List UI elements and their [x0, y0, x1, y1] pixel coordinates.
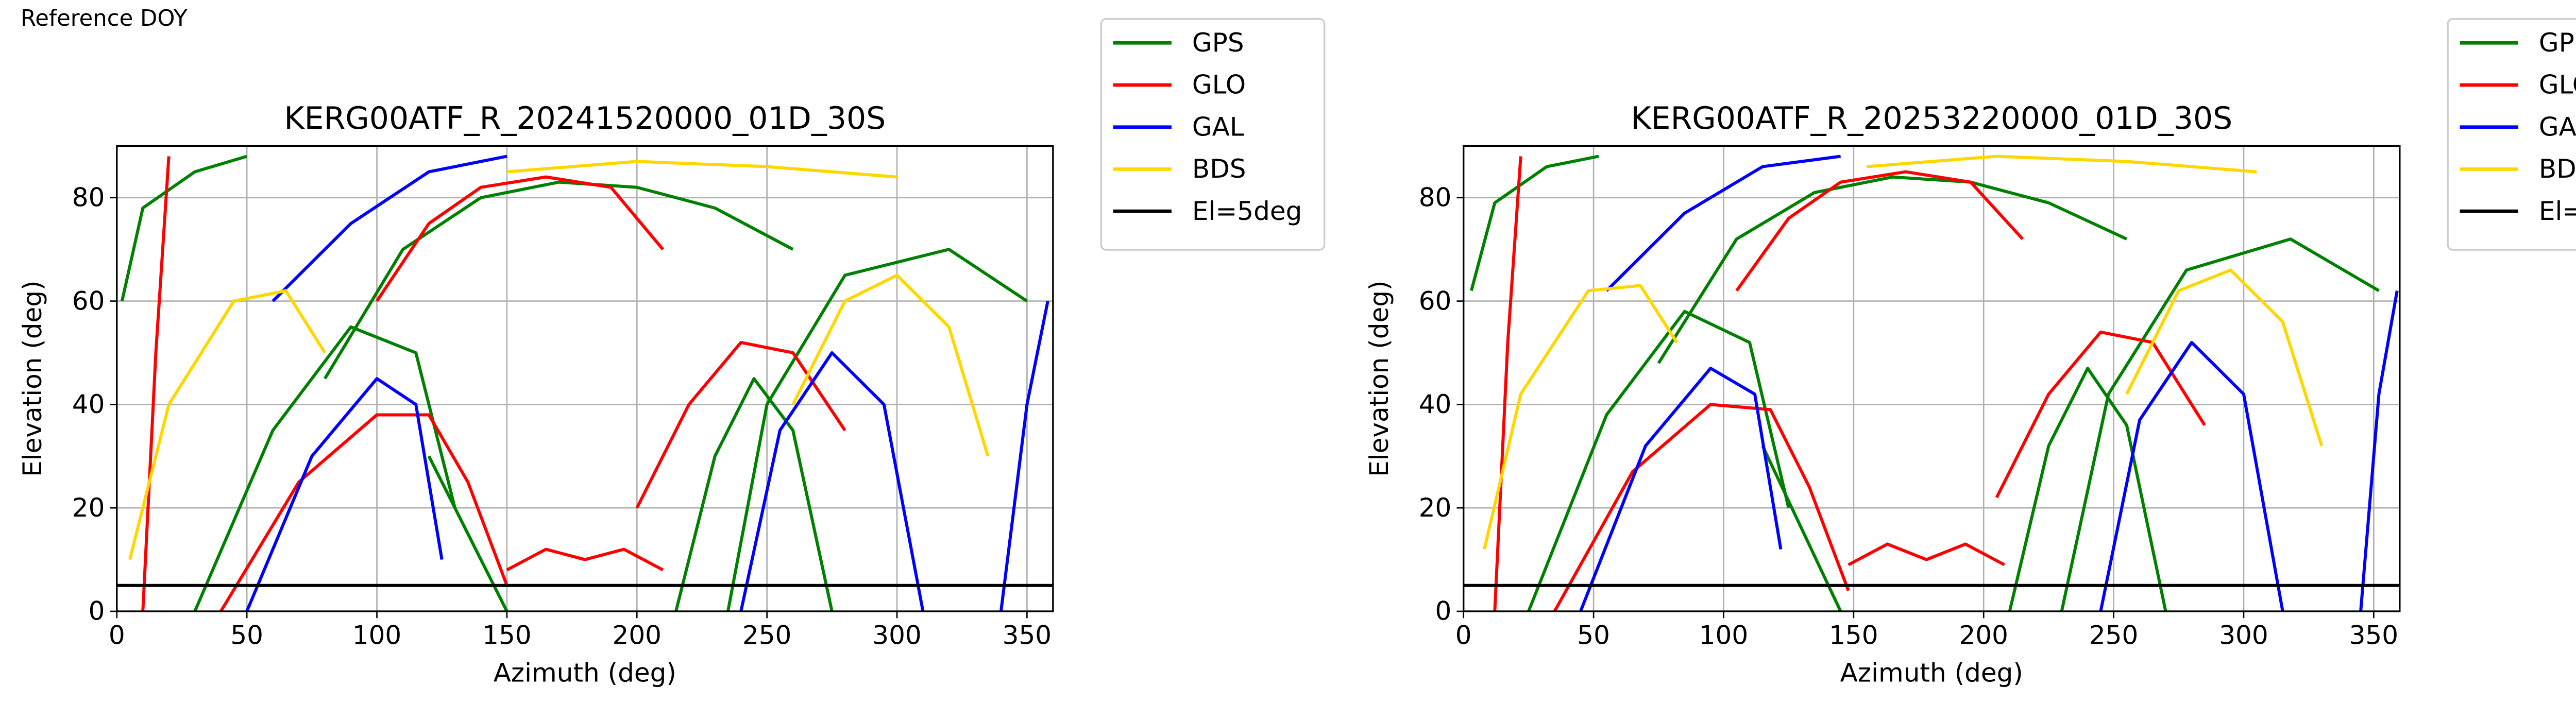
track: [1657, 175, 2128, 364]
x-tick-label: 100: [1699, 620, 1748, 650]
y-tick-label: 80: [1419, 182, 1452, 212]
x-tick-label: 50: [1577, 620, 1610, 650]
y-axis-label: Elevation (deg): [1364, 280, 1394, 476]
chart: 0 50 100 150 200 250 300 350 0 20 40 60 80 KERG00ATF_…: [1364, 18, 2576, 688]
track: [1995, 330, 2206, 499]
track: [999, 300, 1049, 611]
track: [2125, 268, 2324, 447]
track: [2008, 367, 2167, 611]
y-tick-label: 20: [1419, 493, 1452, 523]
legend-label: GLO: [1192, 70, 1246, 100]
track: [120, 155, 247, 302]
track: [791, 273, 990, 457]
track: [1483, 284, 1679, 550]
legend-label: GLO: [2539, 70, 2576, 100]
track: [506, 160, 897, 179]
x-tick-label: 150: [482, 620, 531, 650]
legend-box: [1100, 18, 1326, 251]
x-tick-label: 0: [1455, 620, 1472, 650]
x-tick-label: 350: [1003, 620, 1052, 650]
track: [219, 413, 509, 611]
legend-box: [2447, 18, 2576, 251]
x-tick-label: 300: [872, 620, 921, 650]
legend-label: El=5deg: [2539, 196, 2576, 226]
legend-label: BDS: [2539, 154, 2576, 184]
legend-label: GAL: [1192, 112, 1244, 142]
chart: 0 50 100 150 200 250 300 350 0 20 40 60 80 KERG00ATF_…: [18, 18, 1326, 688]
legend-label: El=5deg: [1192, 196, 1302, 226]
y-tick-label: 60: [1419, 286, 1452, 316]
x-tick-label: 250: [742, 620, 791, 650]
track: [323, 180, 794, 380]
track: [506, 547, 664, 572]
legend-label: GPS: [2539, 28, 2576, 58]
x-tick-label: 300: [2219, 620, 2268, 650]
track: [2060, 237, 2380, 611]
legend-label: GPS: [1192, 28, 1244, 58]
chart-title: KERG00ATF_R_20253220000_01D_30S: [1631, 100, 2232, 136]
track: [193, 325, 456, 611]
legend-label: BDS: [1192, 154, 1246, 184]
y-axis-label: Elevation (deg): [18, 280, 47, 476]
x-tick-label: 200: [1959, 620, 2008, 650]
y-tick-label: 40: [72, 389, 105, 419]
y-tick-label: 0: [89, 596, 105, 626]
track: [726, 248, 1028, 611]
track: [1848, 542, 2006, 567]
axes-frame: [116, 145, 1054, 612]
x-tick-label: 100: [352, 620, 401, 650]
axes-frame: [1463, 145, 2401, 612]
track: [128, 289, 327, 560]
track: [1735, 170, 2024, 292]
y-tick-label: 40: [1419, 389, 1452, 419]
plot-area: [1463, 155, 2400, 611]
header: Reference DOY: [21, 6, 188, 31]
y-tick-label: 20: [72, 493, 105, 523]
track: [1579, 367, 1783, 611]
track: [1605, 155, 1841, 292]
x-tick-label: 250: [2089, 620, 2138, 650]
x-tick-label: 0: [109, 620, 125, 650]
track: [272, 155, 507, 302]
legend-label: GAL: [2539, 112, 2576, 142]
x-tick-label: 350: [2349, 620, 2398, 650]
track: [1553, 403, 1850, 611]
y-tick-label: 0: [1435, 596, 1452, 626]
track: [739, 351, 925, 611]
chart-title: KERG00ATF_R_20241520000_01D_30S: [284, 100, 886, 136]
x-tick-label: 200: [613, 620, 662, 650]
x-tick-label: 50: [230, 620, 263, 650]
track: [2099, 340, 2284, 611]
plot-area: [116, 155, 1053, 611]
track: [1761, 445, 1842, 611]
y-tick-label: 60: [72, 286, 105, 316]
x-axis-label: Azimuth (deg): [494, 658, 676, 688]
track: [376, 175, 665, 302]
track: [141, 156, 171, 611]
track: [2359, 290, 2399, 611]
x-tick-label: 150: [1829, 620, 1878, 650]
track: [1493, 156, 1522, 611]
track: [1469, 155, 1599, 292]
x-axis-label: Azimuth (deg): [1840, 658, 2023, 688]
track: [245, 377, 444, 611]
y-tick-label: 80: [72, 182, 105, 212]
track: [635, 340, 846, 509]
track: [1866, 155, 2257, 174]
track: [674, 377, 834, 611]
track: [1527, 310, 1790, 611]
